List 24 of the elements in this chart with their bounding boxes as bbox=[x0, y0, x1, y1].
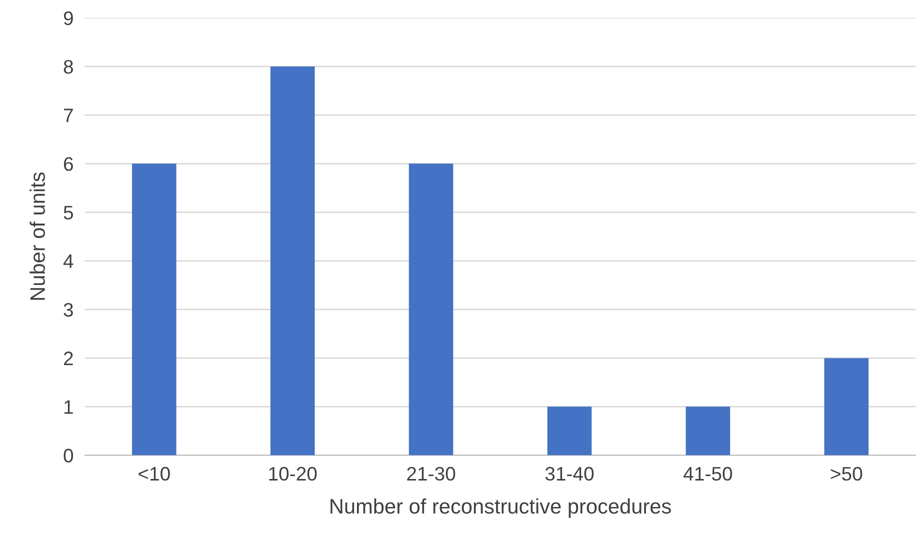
x-tick-label: 31-40 bbox=[545, 466, 594, 481]
x-tick-label: 21-30 bbox=[407, 466, 456, 481]
y-tick-label: 2 bbox=[64, 352, 73, 366]
bar bbox=[132, 164, 176, 456]
y-tick-label: 7 bbox=[64, 108, 73, 122]
y-tick-label: 9 bbox=[64, 11, 73, 26]
bar bbox=[547, 406, 592, 456]
bar bbox=[686, 406, 730, 456]
y-tick-label: 3 bbox=[64, 302, 73, 317]
bar bbox=[824, 358, 869, 456]
y-tick-label: 4 bbox=[63, 254, 74, 268]
y-tick-label: 5 bbox=[64, 206, 73, 220]
x-tick-label: 10-20 bbox=[269, 466, 317, 481]
x-tick-label: <10 bbox=[138, 466, 170, 481]
x-axis-title: Number of reconstructive procedures bbox=[330, 498, 671, 518]
x-tick-label: >50 bbox=[830, 466, 862, 481]
y-tick-label: 6 bbox=[64, 157, 73, 171]
y-tick-label: 0 bbox=[64, 448, 74, 463]
bar bbox=[270, 66, 315, 456]
y-axis-title: Nuber of units bbox=[30, 172, 45, 300]
y-tick-label: 8 bbox=[64, 60, 73, 74]
x-tick-label: 41-50 bbox=[684, 466, 732, 481]
bar bbox=[408, 164, 454, 456]
y-tick-label: 1 bbox=[64, 400, 73, 414]
